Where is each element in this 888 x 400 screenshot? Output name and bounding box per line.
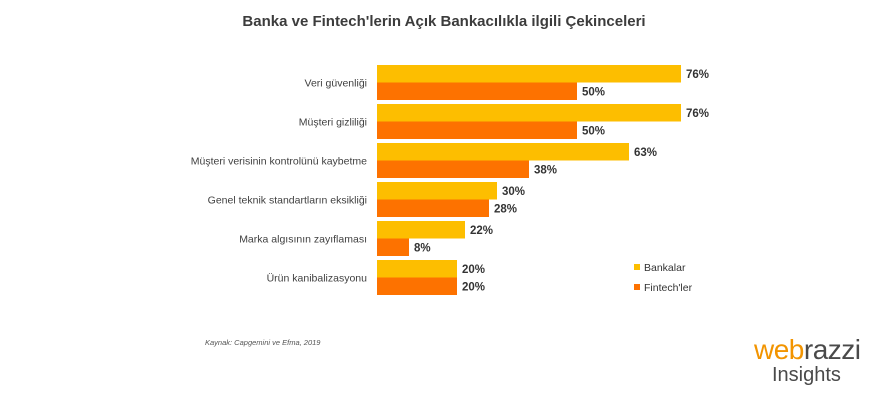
bar-fintech-ler bbox=[377, 199, 489, 217]
bar-fintech-ler bbox=[377, 82, 577, 100]
logo-web-text: web bbox=[754, 334, 804, 365]
bar-bankalar bbox=[377, 182, 497, 200]
category-label: Genel teknik standartların eksikliği bbox=[208, 195, 367, 207]
legend-label-bankalar: Bankalar bbox=[644, 262, 686, 274]
logo-insights-text: Insights bbox=[772, 364, 841, 386]
bar-bankalar bbox=[377, 104, 681, 122]
bars-layer: Veri güvenliği 76% 50% Müşteri gizliliği 76%… bbox=[191, 65, 709, 295]
category-label: Veri güvenliği bbox=[305, 78, 367, 90]
bar-fintech-ler bbox=[377, 121, 577, 139]
category-label: Ürün kanibalizasyonu bbox=[267, 273, 368, 285]
bar-fintech-ler bbox=[377, 160, 529, 178]
category-label: Marka algısının zayıflaması bbox=[239, 234, 367, 246]
bar-bankalar bbox=[377, 221, 465, 239]
value-label: 76% bbox=[686, 69, 709, 81]
bar-fintech-ler bbox=[377, 238, 409, 256]
bar-bankalar bbox=[377, 65, 681, 83]
value-label: 22% bbox=[470, 225, 493, 237]
bar-bankalar bbox=[377, 143, 629, 161]
value-label: 20% bbox=[462, 264, 485, 276]
legend-label-fintechler: Fintech'ler bbox=[644, 282, 693, 294]
value-label: 20% bbox=[462, 281, 485, 293]
logo-razzi-text: razzi bbox=[803, 334, 861, 365]
legend-swatch-fintechler bbox=[634, 284, 640, 290]
value-label: 8% bbox=[414, 242, 431, 254]
bar-fintech-ler bbox=[377, 277, 457, 295]
legend-swatch-bankalar bbox=[634, 264, 640, 270]
value-label: 30% bbox=[502, 186, 525, 198]
legend: Bankalar Fintech'ler bbox=[634, 262, 693, 294]
value-label: 50% bbox=[582, 86, 605, 98]
source-note: Kaynak: Capgemini ve Efma, 2019 bbox=[205, 338, 321, 347]
value-label: 28% bbox=[494, 203, 517, 215]
bar-bankalar bbox=[377, 260, 457, 278]
chart-title: Banka ve Fintech'lerin Açık Bankacılıkla… bbox=[242, 13, 646, 30]
category-label: Müşteri verisinin kontrolünü kaybetme bbox=[191, 156, 367, 168]
value-label: 50% bbox=[582, 125, 605, 137]
value-label: 76% bbox=[686, 108, 709, 120]
category-label: Müşteri gizliliği bbox=[299, 117, 367, 129]
webrazzi-insights-logo: webrazzi Insights bbox=[754, 334, 861, 386]
value-label: 38% bbox=[534, 164, 557, 176]
value-label: 63% bbox=[634, 147, 657, 159]
